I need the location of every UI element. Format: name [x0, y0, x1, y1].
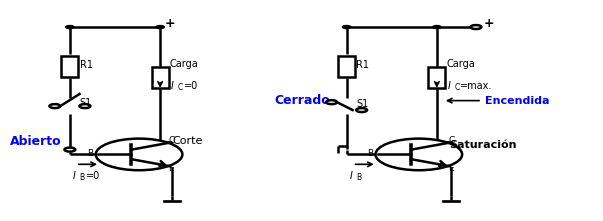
- Circle shape: [326, 100, 337, 104]
- Text: E: E: [168, 164, 174, 173]
- Circle shape: [356, 108, 367, 112]
- Text: S1: S1: [356, 99, 368, 109]
- Text: R1: R1: [80, 60, 92, 70]
- Circle shape: [80, 104, 90, 108]
- Bar: [152, 67, 169, 88]
- Text: B: B: [80, 173, 84, 182]
- Circle shape: [49, 104, 60, 108]
- Bar: [163, 200, 180, 202]
- Text: =0: =0: [183, 81, 198, 91]
- Text: C: C: [168, 136, 175, 145]
- Text: I: I: [171, 81, 174, 91]
- Text: S1: S1: [80, 98, 92, 108]
- Text: C: C: [448, 136, 455, 145]
- Text: Carga: Carga: [170, 59, 198, 69]
- Text: +: +: [484, 17, 494, 30]
- Circle shape: [65, 148, 75, 152]
- Text: B: B: [87, 149, 93, 158]
- Text: E: E: [448, 164, 454, 173]
- Text: B: B: [356, 173, 361, 182]
- Text: R1: R1: [356, 60, 369, 70]
- Text: I: I: [447, 81, 450, 91]
- Text: Cerrado: Cerrado: [274, 94, 330, 107]
- Circle shape: [343, 25, 351, 29]
- Bar: [62, 56, 78, 77]
- Bar: [442, 200, 460, 202]
- Circle shape: [432, 25, 441, 29]
- Bar: [338, 56, 355, 77]
- Text: I: I: [350, 171, 353, 181]
- Text: C: C: [177, 83, 183, 92]
- Circle shape: [470, 25, 481, 29]
- Text: Corte: Corte: [172, 136, 203, 146]
- Bar: [429, 67, 445, 88]
- Text: =max.: =max.: [460, 81, 493, 91]
- Circle shape: [66, 25, 74, 29]
- Text: C: C: [454, 83, 459, 92]
- Circle shape: [156, 25, 165, 29]
- Text: Carga: Carga: [446, 59, 475, 69]
- Text: Saturación: Saturación: [449, 139, 516, 150]
- Text: +: +: [165, 17, 175, 30]
- Text: Abierto: Abierto: [10, 135, 62, 148]
- Text: B: B: [367, 149, 373, 158]
- Text: =0: =0: [86, 171, 99, 181]
- Circle shape: [376, 139, 462, 170]
- Circle shape: [96, 139, 182, 170]
- Text: Encendida: Encendida: [485, 96, 549, 106]
- Text: I: I: [73, 171, 76, 181]
